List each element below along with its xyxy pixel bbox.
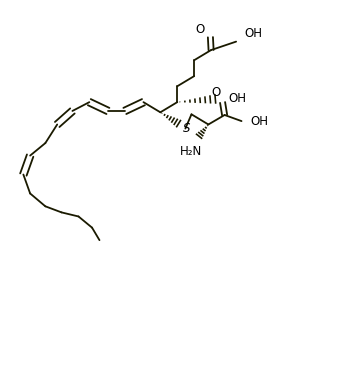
Text: O: O [212, 86, 221, 99]
Text: H₂N: H₂N [180, 145, 202, 158]
Text: O: O [195, 23, 204, 36]
Text: OH: OH [244, 27, 263, 40]
Text: OH: OH [228, 92, 246, 105]
Text: S: S [183, 122, 191, 135]
Text: OH: OH [250, 115, 268, 127]
